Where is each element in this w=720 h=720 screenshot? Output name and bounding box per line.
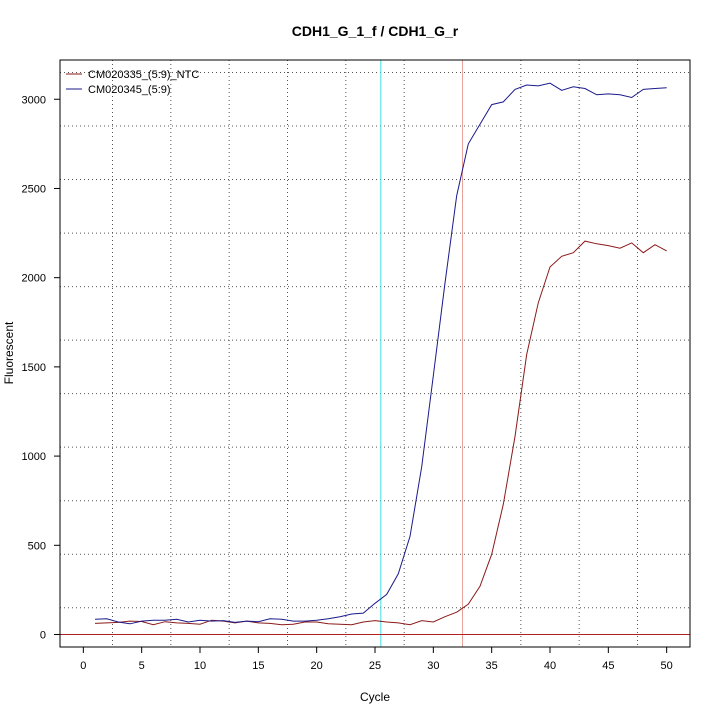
x-tick-label: 5 <box>139 660 145 672</box>
x-tick-label: 50 <box>661 660 673 672</box>
y-tick-label: 2500 <box>22 183 46 195</box>
x-tick-label: 20 <box>311 660 323 672</box>
y-tick-label: 0 <box>40 630 46 642</box>
x-tick-label: 30 <box>427 660 439 672</box>
legend-label: CM020345_(5:9) <box>88 84 171 96</box>
x-tick-label: 15 <box>252 660 264 672</box>
plot-frame <box>59 59 691 648</box>
y-tick-label: 3000 <box>22 94 46 106</box>
y-tick-label: 1500 <box>22 362 46 374</box>
x-tick-label: 45 <box>602 660 614 672</box>
y-tick-label: 2000 <box>22 273 46 285</box>
x-axis-label: Cycle <box>360 690 390 704</box>
legend-label: CM020335_(5:9)_NTC <box>88 69 199 81</box>
x-tick-label: 0 <box>80 660 86 672</box>
x-tick-label: 40 <box>544 660 556 672</box>
y-tick-label: 500 <box>28 540 46 552</box>
y-tick-label: 1000 <box>22 451 46 463</box>
x-tick-label: 35 <box>486 660 498 672</box>
threshold-markers <box>60 60 690 647</box>
x-tick-label: 10 <box>194 660 206 672</box>
series-line <box>94 82 667 625</box>
series-line <box>94 240 667 626</box>
grid <box>60 60 690 647</box>
series-lines <box>94 82 667 626</box>
y-axis: 0 500 1000 1500 2000 2500 3000 <box>22 94 60 642</box>
y-axis-label: Fluorescent <box>2 321 16 384</box>
legend: CM020335_(5:9)_NTC CM020345_(5:9) <box>66 69 199 96</box>
x-tick-label: 25 <box>369 660 381 672</box>
chart-title: CDH1_G_1_f / CDH1_G_r <box>292 23 459 39</box>
x-axis: 0 5 10 15 20 25 30 35 40 45 50 <box>80 647 673 672</box>
